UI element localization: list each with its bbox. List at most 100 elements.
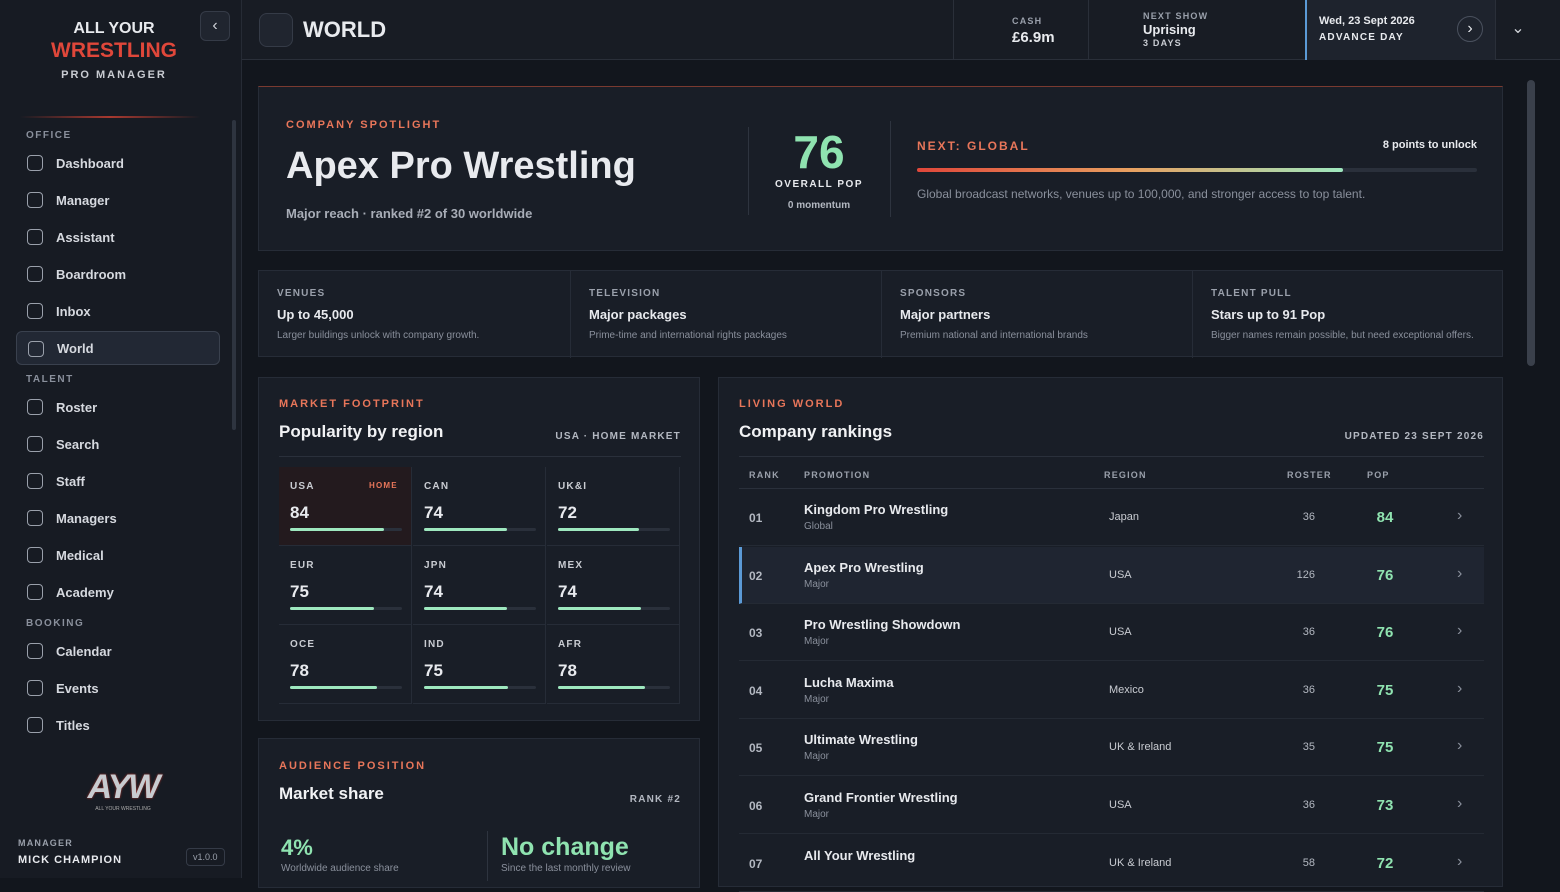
region-cell: EUR 75: [279, 546, 412, 625]
nav-icon: [27, 229, 43, 245]
stat-note: Bigger names remain possible, but need e…: [1211, 330, 1474, 341]
region-pop: 78: [558, 661, 577, 680]
home-tag: HOME: [369, 481, 398, 490]
region-fill: [558, 528, 639, 531]
advance-button[interactable]: ›: [1457, 16, 1483, 42]
region-track: [424, 528, 536, 531]
nav-section: OFFICE: [26, 130, 72, 141]
region-code: IND: [424, 639, 445, 650]
footer-role: MANAGER: [18, 838, 73, 848]
panel-title: Market share: [279, 784, 384, 803]
row-chevron: ›: [1457, 852, 1463, 870]
nav-item[interactable]: Boardroom: [16, 257, 220, 291]
audience-panel: AUDIENCE POSITION Market share RANK #2 4…: [258, 738, 700, 888]
roster: 58: [1302, 856, 1315, 869]
region-pop: 74: [424, 503, 443, 522]
ranking-row[interactable]: 07 All Your Wrestling UK & Ireland 58 72 ›: [739, 835, 1484, 892]
nav-item[interactable]: Dashboard: [16, 146, 220, 180]
region-fill: [424, 686, 508, 689]
divider: [487, 831, 488, 881]
region-pop: 84: [290, 503, 309, 522]
scrollbar: [232, 120, 236, 430]
nav-item[interactable]: Staff: [16, 464, 220, 498]
share: 4%: [281, 835, 313, 860]
region-fill: [290, 607, 374, 610]
row-chevron: ›: [1457, 564, 1463, 582]
region-pop: 74: [424, 582, 443, 601]
region-code: USA: [290, 481, 315, 492]
divider: [739, 488, 1484, 489]
next-show: Uprising: [1143, 22, 1196, 37]
roster: 36: [1302, 511, 1315, 523]
ranking-row[interactable]: 04 Lucha Maxima Major Mexico 36 75 ›: [739, 662, 1484, 719]
region-cell: IND 75: [413, 625, 546, 704]
roster: 36: [1302, 683, 1315, 696]
nav-item[interactable]: Academy: [16, 575, 220, 609]
sidebar: ALL YOUR WRESTLING PRO MANAGER ‹ OFFICE D…: [0, 0, 242, 878]
nav-item[interactable]: Roster: [16, 390, 220, 424]
advance-day[interactable]: Wed, 23 Sept 2026 ADVANCE DAY ›: [1305, 0, 1495, 60]
brand-line: PRO MANAGER: [61, 69, 167, 81]
column-header: REGION: [1104, 470, 1147, 480]
region-pop: 78: [290, 661, 309, 680]
column-header: POP: [1367, 470, 1390, 480]
stat-label: VENUES: [277, 288, 326, 299]
collapse-button[interactable]: ‹: [200, 11, 230, 41]
region-fill: [424, 607, 507, 610]
nav-item[interactable]: Manager: [16, 183, 220, 217]
nav-label: Boardroom: [56, 266, 127, 282]
stat-note: Larger buildings unlock with company gro…: [277, 330, 480, 341]
divider: [279, 456, 681, 457]
ranking-row[interactable]: 01 Kingdom Pro Wrestling Global Japan 36 84 ›: [739, 489, 1484, 546]
menu-toggle[interactable]: ⌄: [1495, 0, 1540, 60]
ranking-row[interactable]: 06 Grand Frontier Wrestling Major USA 36 73 ›: [739, 777, 1484, 834]
panel-title: Popularity by region: [279, 422, 444, 441]
rank: 02: [749, 568, 763, 583]
divider: [890, 121, 891, 217]
ranking-row[interactable]: 03 Pro Wrestling Showdown Major USA 36 76 ›: [739, 604, 1484, 662]
nav-item[interactable]: Calendar: [16, 634, 220, 668]
rank: 05: [749, 741, 763, 756]
tier: Major: [804, 751, 830, 763]
updated: UPDATED 23 SEPT 2026: [1344, 431, 1484, 442]
stat: TALENT PULL Stars up to 91 Pop Bigger name…: [1192, 271, 1503, 358]
nav-item[interactable]: Search: [16, 427, 220, 461]
nav-item[interactable]: Titles: [16, 708, 220, 742]
region: USA: [1109, 626, 1132, 639]
region-pop: 75: [424, 661, 443, 680]
nav-label: Academy: [56, 584, 114, 600]
rank: 01: [749, 511, 763, 525]
pop: 75: [1376, 681, 1394, 699]
ranking-row[interactable]: 05 Ultimate Wrestling Major UK & Ireland 35 7…: [739, 719, 1484, 777]
nav-item[interactable]: Events: [16, 671, 220, 705]
company-name: Apex Pro Wrestling: [286, 145, 636, 187]
subtitle: Major reach · ranked #2 of 30 worldwide: [286, 206, 533, 221]
pop: 84: [1376, 509, 1394, 526]
ranking-row[interactable]: 02 Apex Pro Wrestling Major USA 126 76 ›: [739, 546, 1484, 604]
nav-item[interactable]: World: [16, 331, 220, 365]
nav-item[interactable]: Managers: [16, 501, 220, 535]
nav-label: Assistant: [56, 229, 115, 245]
region-fill: [558, 686, 646, 689]
next-show-label: NEXT SHOW: [1143, 11, 1209, 21]
tier: Major: [804, 809, 830, 820]
nav-icon: [27, 717, 43, 733]
nav-label: Search: [56, 436, 100, 452]
advance-label: ADVANCE DAY: [1319, 32, 1404, 43]
nav-item[interactable]: Medical: [16, 538, 220, 572]
promotion: Apex Pro Wrestling: [804, 559, 924, 575]
pop: 76: [1376, 624, 1394, 642]
nav-item[interactable]: Assistant: [16, 220, 220, 254]
region-fill: [424, 528, 507, 531]
nav-icon: [27, 473, 43, 489]
row-chevron: ›: [1457, 507, 1463, 524]
region-code: EUR: [290, 560, 315, 571]
panel-title: Company rankings: [739, 422, 893, 441]
region-pop: 75: [290, 582, 309, 601]
next-show-block[interactable]: NEXT SHOW Uprising 3 DAYS: [1088, 0, 1305, 60]
nav-label: Roster: [56, 399, 98, 415]
page-title: WORLD: [303, 17, 387, 42]
nav-item[interactable]: Inbox: [16, 294, 220, 328]
nav-label: Managers: [56, 510, 117, 526]
date: Wed, 23 Sept 2026: [1319, 15, 1415, 27]
